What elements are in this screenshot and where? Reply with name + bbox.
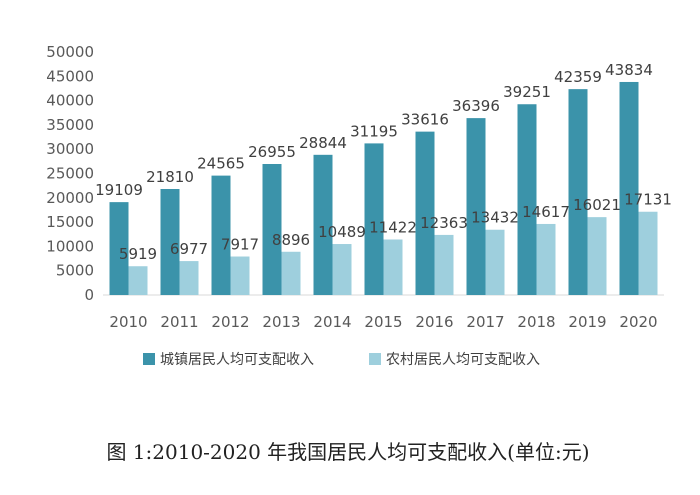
- x-tick-label: 2020: [619, 313, 657, 331]
- data-label-urban: 21810: [146, 168, 194, 186]
- data-label-urban: 19109: [95, 181, 143, 199]
- bar-rural: [179, 261, 199, 295]
- data-label-rural: 13432: [471, 209, 519, 227]
- y-tick-label: 40000: [46, 92, 94, 110]
- y-tick-label: 25000: [46, 165, 94, 183]
- x-tick-label: 2012: [211, 313, 249, 331]
- bar-urban: [364, 143, 384, 295]
- x-tick-label: 2010: [109, 313, 147, 331]
- bar-urban: [109, 202, 129, 295]
- bar-urban: [619, 81, 639, 295]
- bar-rural: [536, 223, 556, 295]
- y-tick-label: 35000: [46, 116, 94, 134]
- bar-urban: [415, 131, 435, 295]
- data-label-urban: 28844: [299, 134, 347, 152]
- data-label-rural: 16021: [573, 196, 621, 214]
- data-label-rural: 5919: [119, 245, 157, 263]
- data-label-rural: 12363: [420, 214, 468, 232]
- data-label-rural: 17131: [624, 191, 672, 209]
- data-label-rural: 11422: [369, 218, 417, 236]
- bar-urban: [568, 89, 588, 296]
- x-tick-label: 2017: [466, 313, 504, 331]
- data-label-rural: 6977: [170, 240, 208, 258]
- legend: 城镇居民人均可支配收入 农村居民人均可支配收入: [143, 352, 540, 368]
- y-tick-label: 15000: [46, 213, 94, 231]
- x-tick-label: 2011: [160, 313, 198, 331]
- data-label-urban: 26955: [248, 143, 296, 161]
- bar-rural: [434, 234, 454, 295]
- data-label-rural: 8896: [272, 231, 310, 249]
- bar-urban: [313, 154, 333, 295]
- bar-rural: [128, 266, 148, 295]
- bar-rural: [485, 229, 505, 295]
- data-labels: 19109 5919 21810 6977 24565 7917 26955 8896 2884…: [95, 61, 672, 263]
- y-tick-label: 10000: [46, 237, 94, 255]
- figure-caption: 图 1:2010-2020 年我国居民人均可支配收入(单位:元): [106, 440, 589, 464]
- legend-label: 城镇居民人均可支配收入: [160, 352, 314, 368]
- y-tick-label: 20000: [46, 189, 94, 207]
- legend-label: 农村居民人均可支配收入: [386, 352, 540, 368]
- y-tick-label: 45000: [46, 67, 94, 85]
- data-label-rural: 10489: [318, 223, 366, 241]
- bar-rural: [332, 244, 352, 295]
- legend-swatch: [369, 353, 381, 365]
- data-label-urban: 39251: [503, 83, 551, 101]
- x-tick-label: 2014: [313, 313, 351, 331]
- bar-rural: [587, 217, 607, 295]
- y-tick-label: 5000: [56, 262, 94, 280]
- x-axis: 2010 2011 2012 2013 2014 2015 2016 2017 2018 2019…: [103, 294, 664, 331]
- data-label-urban: 24565: [197, 155, 245, 173]
- bar-rural: [383, 239, 403, 295]
- legend-swatch: [143, 353, 155, 365]
- x-tick-label: 2019: [568, 313, 606, 331]
- bar-rural: [281, 251, 301, 295]
- x-tick-label: 2018: [517, 313, 555, 331]
- data-label-urban: 36396: [452, 97, 500, 115]
- bar-urban: [262, 163, 282, 295]
- data-label-rural: 7917: [221, 236, 259, 254]
- y-tick-label: 30000: [46, 140, 94, 158]
- y-tick-label: 0: [84, 286, 94, 304]
- data-label-urban: 31195: [350, 122, 398, 140]
- y-axis: 0 5000 10000 15000 20000 25000 30000 35000 40000…: [46, 43, 94, 304]
- bar-rural: [230, 256, 250, 295]
- data-label-urban: 42359: [554, 68, 602, 86]
- bars: [109, 81, 658, 296]
- bar-urban: [211, 175, 231, 295]
- bar-urban: [160, 189, 180, 295]
- bar-urban: [466, 118, 486, 295]
- bar-urban: [517, 104, 537, 295]
- x-tick-label: 2013: [262, 313, 300, 331]
- bar-rural: [638, 211, 658, 295]
- data-label-urban: 33616: [401, 111, 449, 129]
- y-tick-label: 50000: [46, 43, 94, 61]
- x-tick-label: 2016: [415, 313, 453, 331]
- x-tick-label: 2015: [364, 313, 402, 331]
- data-label-urban: 43834: [605, 61, 653, 79]
- data-label-rural: 14617: [522, 203, 570, 221]
